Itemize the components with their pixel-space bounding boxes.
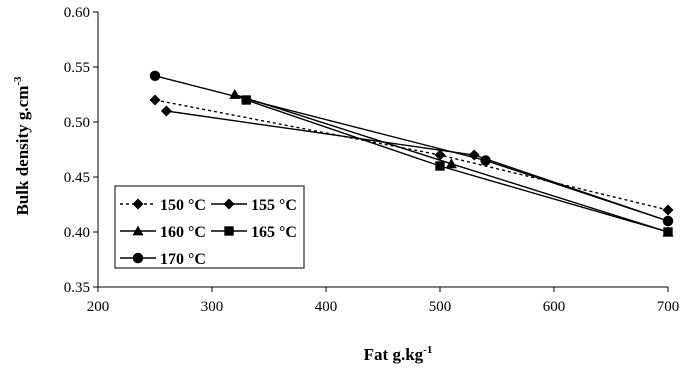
- data-point: [149, 70, 161, 82]
- y-tick-label: 0.55: [64, 60, 90, 76]
- legend-label: 170 °C: [160, 251, 206, 268]
- data-point: [149, 94, 161, 106]
- plot-area: [97, 12, 668, 288]
- legend-entry: 150 °C: [120, 197, 206, 214]
- data-point: [480, 155, 491, 166]
- legend-marker: [223, 198, 235, 210]
- series-4: [149, 70, 674, 227]
- legend-label: 160 °C: [160, 224, 206, 241]
- data-point: [662, 204, 674, 216]
- x-tick-label: 700: [657, 299, 680, 315]
- data-point: [435, 161, 445, 171]
- legend-label: 150 °C: [160, 197, 206, 214]
- data-point: [663, 227, 673, 237]
- y-axis-title: Bulk density g.cm-3: [12, 76, 32, 216]
- data-point: [160, 105, 172, 117]
- legend-box: [114, 185, 305, 269]
- legend-entry: 170 °C: [120, 251, 206, 268]
- legend-entry: 165 °C: [211, 224, 297, 241]
- x-axis-title: Fat g.kg-1: [364, 344, 433, 364]
- x-tick-label: 400: [315, 299, 338, 315]
- data-point: [445, 158, 457, 169]
- data-point: [241, 95, 251, 105]
- legend-entry: 155 °C: [211, 197, 297, 214]
- legend-marker: [132, 198, 144, 210]
- data-point: [434, 149, 446, 161]
- x-tick-label: 300: [201, 299, 224, 315]
- legend-marker: [224, 226, 234, 236]
- x-tick-label: 600: [543, 299, 566, 315]
- legend-marker: [132, 225, 144, 236]
- y-tick-label: 0.40: [64, 225, 90, 241]
- data-point: [662, 215, 674, 227]
- legend: 150 °C 155 °C 160 °C 165 °C 170 °C: [114, 185, 305, 269]
- x-tick-label: 200: [87, 299, 110, 315]
- y-tick-label: 0.35: [64, 280, 90, 296]
- axis-ticks: 0.35 0.40 0.45 0.50 0.55 0.60 200 300 400 500 600 7…: [64, 5, 680, 315]
- x-tick-label: 500: [429, 299, 452, 315]
- series-3: [241, 95, 673, 237]
- y-tick-label: 0.60: [64, 5, 90, 21]
- series-0: [149, 94, 674, 216]
- legend-label: 155 °C: [251, 197, 297, 214]
- series-layer: [149, 70, 674, 237]
- y-tick-label: 0.45: [64, 170, 90, 186]
- legend-label: 165 °C: [251, 224, 297, 241]
- legend-marker: [132, 252, 144, 264]
- y-tick-label: 0.50: [64, 115, 90, 131]
- legend-entry: 160 °C: [120, 224, 206, 241]
